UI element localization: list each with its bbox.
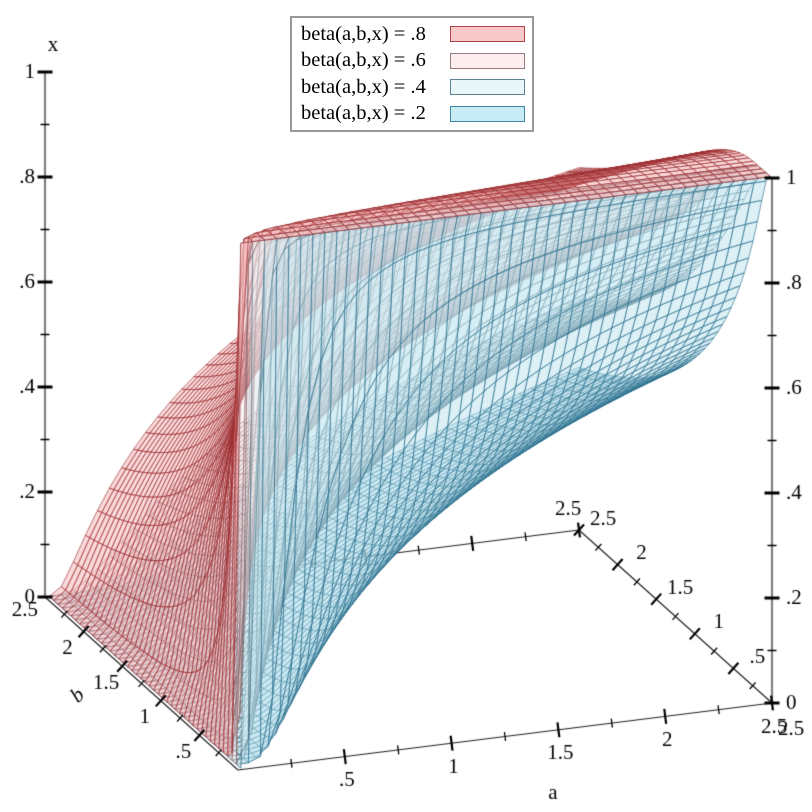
legend-swatch	[450, 79, 525, 96]
legend-item: beta(a,b,x) = .6	[301, 48, 525, 75]
legend-item: beta(a,b,x) = .4	[301, 74, 525, 101]
legend-swatch	[450, 52, 525, 69]
legend-swatch	[450, 26, 525, 43]
legend-item-label: beta(a,b,x) = .2	[301, 102, 426, 125]
legend-item-label: beta(a,b,x) = .8	[301, 22, 426, 45]
legend-item-label: beta(a,b,x) = .6	[301, 49, 426, 72]
legend-swatch	[450, 105, 525, 122]
legend-item-label: beta(a,b,x) = .4	[301, 75, 426, 98]
legend-item: beta(a,b,x) = .2	[301, 101, 525, 128]
legend-item: beta(a,b,x) = .8	[301, 21, 525, 48]
legend: beta(a,b,x) = .8 beta(a,b,x) = .6 beta(a…	[290, 16, 534, 132]
